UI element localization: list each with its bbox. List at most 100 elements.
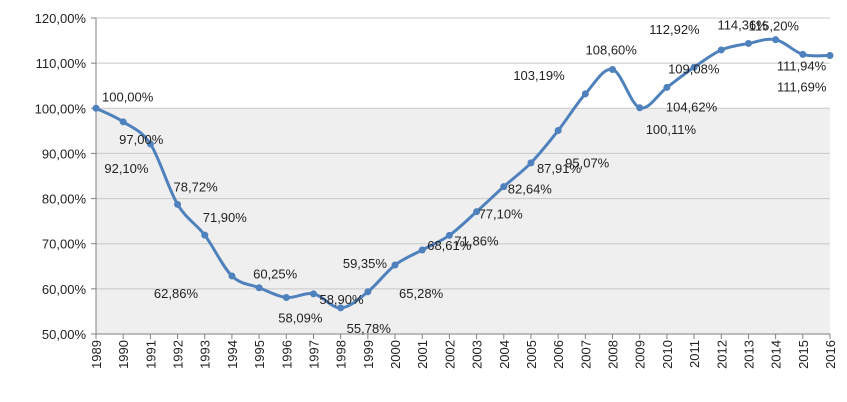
y-tick-label: 80,00%: [42, 192, 87, 207]
data-label: 77,10%: [479, 207, 524, 222]
y-tick-label: 100,00%: [35, 101, 87, 116]
x-tick-label: 2004: [497, 340, 512, 369]
data-label: 103,19%: [513, 68, 565, 83]
data-label: 111,69%: [777, 80, 827, 95]
data-label: 58,09%: [278, 310, 323, 325]
data-label: 59,35%: [343, 256, 388, 271]
data-label: 87,91%: [537, 161, 582, 176]
y-tick-label: 90,00%: [42, 146, 87, 161]
x-tick-label: 1996: [279, 340, 294, 369]
x-tick-label: 1998: [334, 340, 349, 369]
data-label: 65,28%: [399, 286, 444, 301]
data-point: [337, 304, 345, 312]
x-tick-label: 2016: [823, 340, 838, 369]
data-point: [418, 246, 426, 254]
data-label: 108,60%: [586, 42, 638, 57]
data-point: [799, 50, 807, 58]
data-point: [309, 290, 317, 298]
y-tick-label: 60,00%: [42, 282, 87, 297]
x-tick-label: 2012: [714, 340, 729, 369]
data-point: [255, 284, 263, 292]
data-point: [92, 104, 100, 112]
data-point: [690, 63, 698, 71]
x-tick-label: 2003: [470, 340, 485, 369]
y-tick-label: 50,00%: [42, 327, 87, 342]
x-tick-label: 2009: [633, 340, 648, 369]
data-point: [772, 36, 780, 44]
data-label: 104,62%: [666, 99, 718, 114]
data-point: [663, 83, 671, 91]
x-tick-label: 1999: [361, 340, 376, 369]
data-point: [146, 140, 154, 148]
data-point: [391, 261, 399, 269]
data-point: [717, 46, 725, 54]
y-tick-label: 110,00%: [36, 56, 87, 71]
gridlines: [91, 17, 831, 339]
x-tick-label: 2008: [606, 340, 621, 369]
data-label: 112,92%: [649, 22, 700, 37]
data-label: 68,61%: [427, 238, 472, 253]
x-tick-label: 1997: [306, 340, 321, 369]
x-tick-label: 2010: [660, 340, 675, 369]
y-tick-label: 70,00%: [42, 237, 87, 252]
y-tick-label: 120,00%: [35, 11, 87, 26]
data-point: [228, 272, 236, 280]
x-tick-label: 2013: [741, 340, 756, 369]
x-tick-label: 1989: [89, 340, 104, 369]
data-point: [744, 39, 752, 47]
data-point: [445, 231, 453, 239]
x-tick-label: 2001: [415, 340, 430, 369]
data-label: 114,36%: [717, 17, 768, 32]
data-point: [554, 127, 562, 135]
x-tick-label: 2011: [687, 340, 702, 368]
data-point: [282, 293, 290, 301]
x-tick-label: 1995: [252, 340, 267, 369]
x-tick-label: 2007: [578, 340, 593, 369]
data-label: 58,90%: [319, 292, 364, 307]
x-tick-label: 2002: [442, 340, 457, 369]
data-point: [174, 200, 182, 208]
x-tick-label: 2005: [524, 340, 539, 369]
x-tick-label: 1990: [116, 340, 131, 369]
data-label: 111,94%: [777, 58, 827, 73]
shaded-band: [96, 108, 830, 335]
data-label: 71,86%: [454, 233, 499, 248]
y-tick-labels: 50,00% 60,00% 70,00% 80,00% 90,00% 100,00% 110…: [35, 11, 87, 342]
data-point: [500, 183, 508, 191]
data-label: 100,00%: [102, 89, 154, 104]
x-tick-label: 2015: [796, 340, 811, 369]
data-point: [364, 288, 372, 296]
x-tick-label: 1994: [225, 340, 240, 369]
data-point: [636, 104, 644, 112]
data-label: 100,11%: [646, 122, 697, 137]
data-label: 78,72%: [174, 179, 219, 194]
x-tick-label: 2006: [551, 340, 566, 369]
data-point: [473, 208, 481, 216]
x-tick-label: 2014: [769, 340, 784, 369]
x-tick-label: 1992: [171, 340, 186, 369]
data-point: [826, 52, 834, 60]
data-label: 55,78%: [347, 321, 392, 336]
x-tick-labels: 1989 1990 1991 1992 1993 1994 1995 1996 1997 1998…: [89, 340, 838, 369]
data-label: 71,90%: [203, 210, 248, 225]
data-label: 60,25%: [253, 267, 298, 282]
data-point: [609, 65, 617, 73]
data-point: [119, 118, 127, 126]
x-tick-label: 2000: [388, 340, 403, 369]
x-tick-label: 1991: [143, 340, 158, 369]
data-label: 109,08%: [668, 61, 720, 76]
data-points: [92, 36, 834, 312]
data-label: 95,07%: [565, 156, 610, 171]
data-point: [527, 159, 535, 167]
data-labels: 100,00% 97,00% 92,10% 78,72% 71,90% 62,86% 60,…: [102, 17, 827, 335]
series-line: [95, 37, 831, 310]
data-point: [201, 231, 209, 239]
data-label: 62,86%: [154, 286, 199, 301]
x-tick-label: 1993: [198, 340, 213, 369]
data-point: [581, 90, 589, 98]
data-label: 115,20%: [749, 19, 800, 34]
data-label: 92,10%: [104, 161, 149, 176]
data-label: 97,00%: [119, 132, 164, 147]
